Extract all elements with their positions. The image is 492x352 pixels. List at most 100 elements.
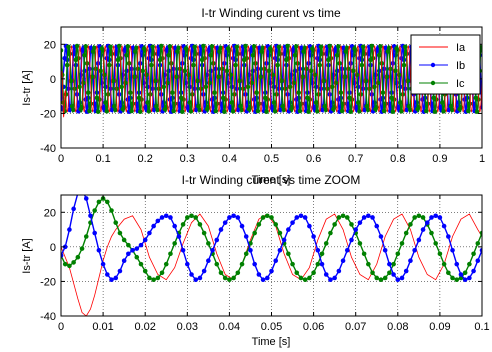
point-ib xyxy=(458,272,464,277)
point-ic xyxy=(303,66,309,72)
point-ic xyxy=(104,109,110,114)
point-ic xyxy=(85,90,91,95)
point-ic xyxy=(223,97,228,102)
point-ib xyxy=(273,258,279,263)
point-ib xyxy=(323,272,329,277)
point-ic xyxy=(397,100,403,105)
point-ic xyxy=(92,208,97,213)
point-ic xyxy=(370,55,376,61)
point-ib xyxy=(340,258,346,263)
x-ticks: 0 0.01 0.02 0.03 0.04 0.05 0.06 0.07 0.08 0.09 0.1 xyxy=(58,195,490,333)
point-ib xyxy=(80,188,85,193)
point-ic xyxy=(349,222,354,227)
point-ic xyxy=(433,97,439,102)
point-ic xyxy=(156,86,162,92)
y-tick-label: 0 xyxy=(50,74,56,86)
point-ic xyxy=(98,68,103,74)
point-ib xyxy=(366,213,371,219)
point-ic xyxy=(149,62,154,68)
point-ic xyxy=(231,275,236,281)
point-ic xyxy=(201,43,206,49)
point-ic xyxy=(222,275,228,281)
point-ic xyxy=(404,51,409,57)
point-ib xyxy=(446,234,451,239)
point-ic xyxy=(77,84,82,90)
point-ib xyxy=(412,248,417,253)
y-tick-label: 20 xyxy=(44,39,56,51)
point-ic xyxy=(298,101,304,107)
point-ic xyxy=(324,86,330,92)
point-ic xyxy=(479,230,482,236)
point-ic xyxy=(102,72,107,78)
point-ic xyxy=(254,90,259,95)
chart-bottom: I-tr Winding curent vs time ZOOM -40-200… xyxy=(21,173,490,348)
point-ib xyxy=(357,220,363,225)
point-ib xyxy=(302,215,308,220)
x-tick-label: 0.07 xyxy=(345,321,366,333)
point-ib xyxy=(231,213,236,219)
point-ic xyxy=(109,51,115,57)
point-ic xyxy=(147,275,152,281)
point-ib xyxy=(218,227,224,232)
point-ic xyxy=(332,222,337,227)
point-ic xyxy=(328,230,333,236)
point-ic xyxy=(160,55,165,61)
point-ic xyxy=(286,251,291,257)
point-ib xyxy=(192,86,198,92)
point-ib xyxy=(277,107,283,113)
point-ib xyxy=(255,66,261,72)
point-ib xyxy=(404,107,409,113)
point-ic xyxy=(69,103,75,109)
point-ib xyxy=(113,275,119,281)
point-ib xyxy=(88,45,94,51)
point-ic xyxy=(151,51,157,57)
point-ib xyxy=(108,86,113,92)
point-ic xyxy=(312,72,318,78)
point-ic xyxy=(124,52,129,58)
point-ic xyxy=(230,109,236,114)
point-ib xyxy=(176,234,182,239)
point-ic xyxy=(280,103,285,109)
x-tick-label: 0.02 xyxy=(134,321,155,333)
y-ticks: -40 -20 0 20 xyxy=(40,207,482,323)
point-ic xyxy=(319,251,325,257)
point-ic xyxy=(151,277,156,283)
point-ic xyxy=(302,45,308,51)
point-ic xyxy=(250,52,256,58)
point-ic xyxy=(214,101,220,107)
point-ib xyxy=(370,215,375,220)
point-ic xyxy=(448,103,454,109)
point-ib xyxy=(130,45,136,51)
point-ib xyxy=(105,272,110,277)
point-ib xyxy=(155,218,161,224)
point-ic xyxy=(111,103,117,109)
series-group xyxy=(61,43,482,118)
point-ib xyxy=(92,230,97,236)
point-ic xyxy=(371,84,377,90)
point-ib xyxy=(129,66,134,72)
point-ic xyxy=(132,49,138,54)
point-ic xyxy=(359,62,365,68)
point-ic xyxy=(322,103,328,109)
point-ib xyxy=(399,275,405,281)
point-ib xyxy=(100,261,106,267)
point-ic xyxy=(336,44,341,49)
x-tick-label: 0.06 xyxy=(303,321,324,333)
point-ic xyxy=(277,230,283,236)
point-ic xyxy=(403,230,409,236)
point-ic xyxy=(395,251,401,257)
point-ib xyxy=(134,246,140,251)
point-ic xyxy=(323,107,329,113)
point-ic xyxy=(224,68,230,74)
point-ib xyxy=(462,277,468,283)
legend-label-ia: Ia xyxy=(456,42,466,54)
point-ic xyxy=(311,270,316,276)
point-ic xyxy=(206,241,211,246)
point-ic xyxy=(433,241,438,246)
point-ib xyxy=(383,45,388,51)
point-ic xyxy=(315,261,321,267)
y-tick-label: -40 xyxy=(40,311,56,323)
point-ic xyxy=(344,45,350,51)
point-ic xyxy=(114,86,120,92)
